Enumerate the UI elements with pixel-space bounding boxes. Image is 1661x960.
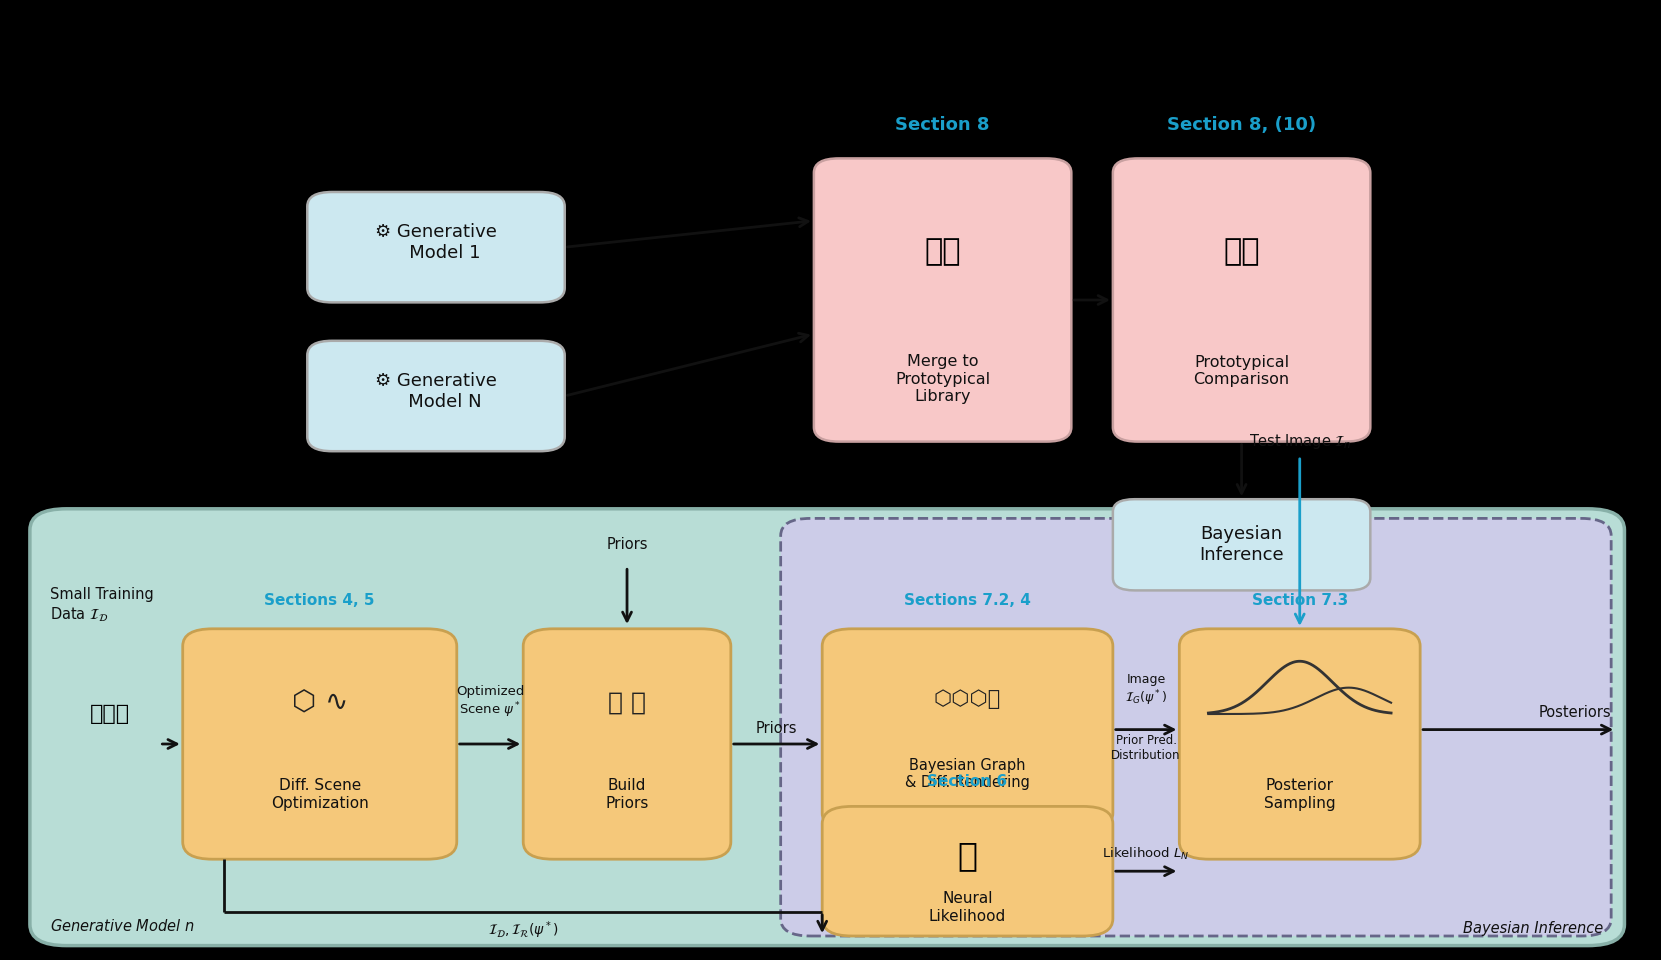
Text: Image
$\mathcal{I}_G(\psi^*)$: Image $\mathcal{I}_G(\psi^*)$ [1124,673,1168,708]
Text: Small Training
Data $\mathcal{I}_\mathcal{D}$: Small Training Data $\mathcal{I}_\mathca… [50,588,153,624]
Text: Posteriors: Posteriors [1538,705,1611,720]
Text: Diff. Scene
Optimization: Diff. Scene Optimization [271,779,369,811]
Text: $\mathcal{I}_\mathcal{D}, \mathcal{I}_\mathcal{R}(\psi^*)$: $\mathcal{I}_\mathcal{D}, \mathcal{I}_\m… [488,920,558,941]
Text: Sections 7.2, 4: Sections 7.2, 4 [904,592,1031,608]
FancyBboxPatch shape [523,629,731,859]
Text: Posterior
Sampling: Posterior Sampling [1264,779,1335,811]
FancyBboxPatch shape [814,158,1071,442]
Text: ⚙ Generative
   Model 1: ⚙ Generative Model 1 [375,223,497,262]
FancyBboxPatch shape [822,806,1113,936]
FancyBboxPatch shape [1113,499,1370,590]
FancyBboxPatch shape [822,629,1113,830]
Text: Section 7.3: Section 7.3 [1252,592,1347,608]
Text: ⬡⬡⬡🎯: ⬡⬡⬡🎯 [933,689,1002,709]
Text: Merge to
Prototypical
Library: Merge to Prototypical Library [895,354,990,404]
FancyBboxPatch shape [1113,158,1370,442]
Text: ⚙ Generative
   Model N: ⚙ Generative Model N [375,372,497,411]
FancyBboxPatch shape [1179,629,1420,859]
Text: Test Image $\mathcal{I}_n$: Test Image $\mathcal{I}_n$ [1249,432,1350,451]
Text: 📚🧑: 📚🧑 [925,237,960,266]
Text: Optimized
Scene $\psi^*$: Optimized Scene $\psi^*$ [455,684,525,720]
Text: Neural
Likelihood: Neural Likelihood [928,891,1007,924]
Text: Section 8, (10): Section 8, (10) [1168,116,1316,134]
Text: Likelihood $L_N$: Likelihood $L_N$ [1103,846,1189,862]
Text: Bayesian Inference: Bayesian Inference [1463,921,1603,936]
Text: Priors: Priors [606,537,648,552]
Text: Priors: Priors [756,721,797,736]
FancyBboxPatch shape [307,192,565,302]
Text: Section 6: Section 6 [927,774,1008,789]
FancyBboxPatch shape [307,341,565,451]
Text: Build
Priors: Build Priors [605,779,649,811]
FancyBboxPatch shape [30,509,1624,946]
Text: 🔍📊: 🔍📊 [1224,237,1259,266]
FancyBboxPatch shape [781,518,1611,936]
Text: Prior Pred.
Distribution: Prior Pred. Distribution [1111,734,1181,762]
Text: Prototypical
Comparison: Prototypical Comparison [1194,354,1289,387]
Text: Bayesian Graph
& Diff. Rendering: Bayesian Graph & Diff. Rendering [905,757,1030,790]
Text: Sections 4, 5: Sections 4, 5 [264,592,375,608]
Text: ⬡ ∿: ⬡ ∿ [292,688,347,716]
Text: Section 8: Section 8 [895,116,990,134]
Text: Bayesian
Inference: Bayesian Inference [1199,525,1284,564]
Text: Generative Model $n$: Generative Model $n$ [50,918,194,934]
Text: 🕸: 🕸 [957,839,978,872]
FancyBboxPatch shape [183,629,457,859]
Text: 🔧 📈: 🔧 📈 [608,690,646,714]
Text: 🗄🖼🤚: 🗄🖼🤚 [90,704,130,724]
